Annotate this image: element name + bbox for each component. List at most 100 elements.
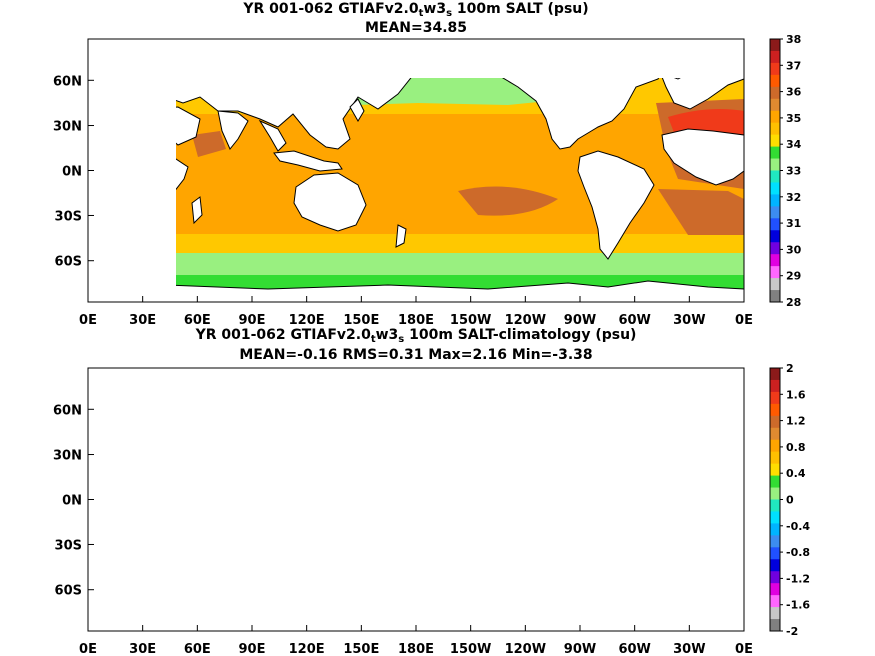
colorbar-swatch bbox=[770, 595, 780, 608]
x-tick-label: 120E bbox=[289, 313, 325, 328]
colorbar-swatch bbox=[770, 98, 780, 112]
colorbar-swatch bbox=[770, 571, 780, 584]
seasia-land bbox=[260, 450, 286, 480]
indonesia-land bbox=[273, 150, 343, 172]
colorbar-swatch bbox=[770, 194, 780, 207]
x-tick-label: 90W bbox=[564, 642, 596, 656]
colorbar-tick-label: 36 bbox=[786, 86, 802, 99]
southern-ocean-fresher-band bbox=[88, 604, 744, 620]
south-pacific-high bbox=[458, 516, 558, 545]
x-tick-label: 60E bbox=[184, 313, 211, 328]
colorbar-swatch bbox=[770, 182, 780, 195]
australia-land bbox=[293, 172, 367, 232]
anomaly-map-stats: MEAN=-0.16 RMS=0.31 Max=2.16 Min=-3.38 bbox=[239, 347, 593, 363]
y-tick-label: 30S bbox=[55, 209, 82, 224]
colorbar-swatch bbox=[770, 50, 780, 64]
colorbar-tick-label: -1.2 bbox=[786, 572, 810, 585]
colorbar-swatch bbox=[770, 439, 780, 453]
africa-west-land bbox=[661, 128, 745, 186]
colorbar-tick-label: 2 bbox=[786, 362, 794, 375]
japan-land bbox=[350, 428, 364, 450]
colorbar-tick-label: 1.2 bbox=[786, 415, 806, 428]
x-tick-label: 0E bbox=[735, 642, 753, 656]
india-land bbox=[217, 110, 249, 150]
x-tick-label: 180E bbox=[398, 642, 434, 656]
africa-west-land bbox=[662, 458, 744, 514]
north-atlantic-high bbox=[656, 428, 744, 518]
x-tick-label: 90E bbox=[239, 313, 266, 328]
colorbar-tick-label: -0.4 bbox=[786, 520, 810, 533]
colorbar-swatch bbox=[770, 368, 780, 381]
x-tick-label: 120W bbox=[505, 313, 546, 328]
mediterranean-extreme bbox=[94, 101, 146, 119]
colorbar-swatch bbox=[770, 583, 780, 596]
colorbar-swatch bbox=[770, 559, 780, 572]
south-atlantic-high bbox=[658, 189, 744, 235]
colorbar-swatch bbox=[770, 290, 780, 303]
y-tick-label: 60S bbox=[55, 255, 82, 270]
south-america-land bbox=[577, 150, 655, 260]
australia-land bbox=[294, 502, 366, 560]
colorbar-swatch bbox=[770, 206, 780, 219]
indonesia-land bbox=[274, 480, 342, 500]
x-tick-label: 60W bbox=[618, 642, 650, 656]
colorbar-tick-label: 0.8 bbox=[786, 441, 806, 454]
x-tick-label: 90W bbox=[564, 313, 596, 328]
japan-land bbox=[349, 98, 365, 122]
africa-land bbox=[88, 462, 188, 560]
colorbar-swatch bbox=[770, 511, 780, 524]
colorbar-swatch bbox=[770, 391, 780, 405]
colorbar-swatch bbox=[770, 619, 780, 632]
colorbar-tick-label: 31 bbox=[786, 217, 801, 230]
y-tick-label: 60N bbox=[53, 74, 82, 89]
anomaly-map-axes: 0E 30E 60E 90E 120E 150E 180E 150W 120W 90W 60W 30W… bbox=[53, 367, 753, 656]
colorbar-tick-label: 0.4 bbox=[786, 467, 806, 480]
europe-land bbox=[661, 78, 745, 110]
colorbar-swatch bbox=[770, 475, 780, 488]
arctic-fresh-cap bbox=[88, 39, 744, 51]
colorbar-swatch bbox=[770, 122, 780, 136]
nz-land bbox=[395, 224, 407, 248]
y-tick-label: 60S bbox=[55, 584, 82, 599]
map-frame bbox=[87, 367, 745, 632]
x-tick-label: 30E bbox=[129, 642, 156, 656]
colorbar-tick-label: 29 bbox=[786, 270, 801, 283]
europe-land bbox=[658, 382, 744, 438]
salinity-map-stats: MEAN=34.85 bbox=[364, 20, 468, 36]
north-pacific-fresh-band bbox=[338, 404, 568, 434]
colorbar-tick-label: 28 bbox=[786, 296, 801, 309]
colorbar-swatch bbox=[770, 86, 780, 100]
colorbar-swatch bbox=[770, 230, 780, 243]
colorbar-swatch bbox=[770, 146, 780, 159]
y-tick-label: 30N bbox=[53, 120, 82, 135]
southern-ocean-fresh-band bbox=[88, 582, 744, 610]
colorbar-swatch bbox=[770, 379, 780, 393]
colorbar-tick-label: 30 bbox=[786, 243, 802, 256]
y-tick-label: 0N bbox=[62, 494, 82, 509]
seasia-land bbox=[258, 119, 287, 152]
x-tick-label: 0E bbox=[735, 313, 753, 328]
south-atlantic-high bbox=[658, 518, 744, 564]
greenland-land bbox=[648, 370, 708, 408]
colorbar-tick-label: 0 bbox=[786, 494, 794, 507]
salinity-colorbar: 38 37 36 35 34 33 32 31 30 29 28 bbox=[769, 33, 802, 309]
x-tick-label: 120W bbox=[505, 642, 546, 656]
colorbar-swatch bbox=[770, 266, 780, 279]
anomaly-map bbox=[88, 368, 744, 631]
colorbar-swatch bbox=[770, 242, 780, 255]
salinity-map bbox=[88, 39, 745, 303]
africa-land bbox=[176, 158, 189, 191]
southern-ocean-fresh-band bbox=[176, 253, 744, 281]
colorbar-swatch bbox=[770, 278, 780, 291]
colorbar-swatch bbox=[770, 403, 780, 417]
north-atlantic-peak bbox=[668, 438, 744, 478]
x-tick-label: 0E bbox=[79, 313, 97, 328]
colorbar-tick-label: 34 bbox=[786, 138, 802, 151]
y-tick-label: 30N bbox=[53, 449, 82, 464]
madagascar-land bbox=[191, 196, 203, 225]
x-tick-label: 150W bbox=[450, 313, 491, 328]
arctic-fresh-cap bbox=[88, 368, 744, 380]
colorbar-tick-label: -0.8 bbox=[786, 546, 810, 559]
colorbar-swatch bbox=[770, 218, 780, 231]
